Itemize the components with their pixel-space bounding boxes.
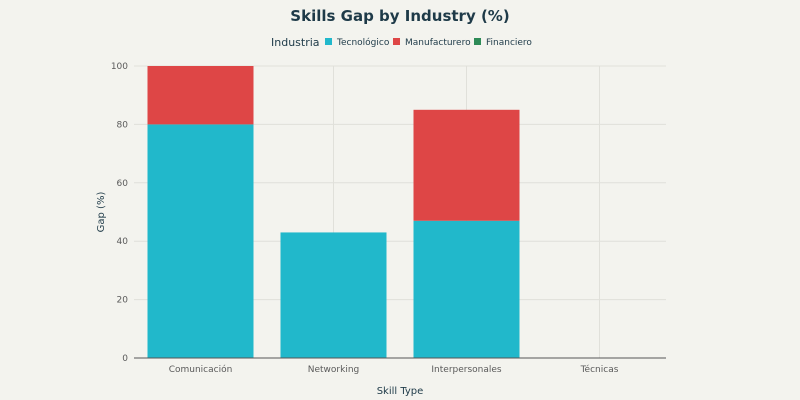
y-tick-label: 100 xyxy=(111,62,128,72)
x-axis-title: Skill Type xyxy=(377,386,424,397)
y-tick-label: 60 xyxy=(117,179,129,189)
legend-label: Manufacturero xyxy=(405,38,471,48)
legend-swatch xyxy=(474,38,481,45)
legend-swatch xyxy=(325,38,332,45)
bar-segment xyxy=(147,66,254,125)
bars xyxy=(147,66,520,359)
bar-segment xyxy=(413,220,520,358)
legend-label: Tecnológico xyxy=(336,37,390,48)
y-tick-label: 80 xyxy=(117,120,129,130)
y-tick-label: 20 xyxy=(117,296,129,306)
bar-segment xyxy=(413,109,520,221)
x-tick-label: Interpersonales xyxy=(431,365,502,375)
x-tick-label: Comunicación xyxy=(169,364,233,375)
y-tick-label: 40 xyxy=(117,237,129,247)
x-tick-label: Networking xyxy=(308,365,360,375)
legend-label: Financiero xyxy=(486,38,532,48)
legend-swatch xyxy=(393,38,400,45)
bar-segment xyxy=(147,124,254,359)
chart-title: Skills Gap by Industry (%) xyxy=(290,7,509,25)
legend: Industria Tecnológico Manufacturero Financ… xyxy=(271,36,532,49)
bar-segment xyxy=(280,232,387,358)
y-axis-title: Gap (%) xyxy=(96,192,107,233)
y-tick-label: 0 xyxy=(122,354,128,364)
legend-title: Industria xyxy=(271,36,320,49)
axes: 0 20 40 60 80 100 Comunicación Networking Interp… xyxy=(111,62,666,375)
x-tick-label: Técnicas xyxy=(580,364,619,375)
